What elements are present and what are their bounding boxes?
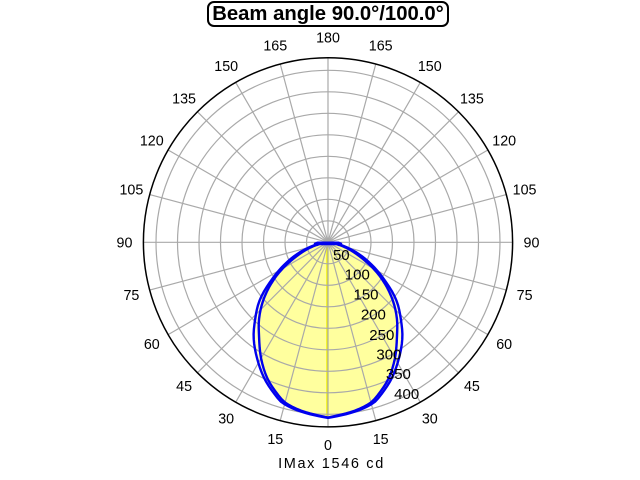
svg-text:50: 50 [333,247,350,264]
svg-text:400: 400 [394,386,419,403]
svg-text:0: 0 [324,438,332,454]
svg-text:105: 105 [119,183,143,199]
svg-text:150: 150 [214,59,238,75]
svg-text:105: 105 [513,183,537,199]
svg-text:100: 100 [345,267,370,284]
svg-text:120: 120 [140,134,164,150]
svg-text:135: 135 [460,91,484,107]
svg-text:300: 300 [376,347,401,364]
svg-text:75: 75 [517,288,533,304]
svg-text:30: 30 [422,412,438,428]
svg-text:150: 150 [418,59,442,75]
svg-text:75: 75 [123,288,139,304]
svg-text:15: 15 [373,432,389,448]
svg-text:60: 60 [496,337,512,353]
svg-text:90: 90 [524,235,540,251]
svg-text:15: 15 [267,432,283,448]
svg-text:165: 165 [369,39,393,55]
svg-text:180: 180 [316,30,340,46]
svg-text:45: 45 [176,379,192,395]
svg-text:250: 250 [369,327,394,344]
svg-text:45: 45 [464,379,480,395]
svg-text:135: 135 [172,91,196,107]
svg-text:200: 200 [361,307,386,324]
svg-text:150: 150 [353,286,378,303]
svg-text:30: 30 [218,412,234,428]
svg-text:120: 120 [492,134,516,150]
svg-text:350: 350 [386,366,411,383]
svg-text:60: 60 [144,337,160,353]
svg-text:90: 90 [117,235,133,251]
svg-text:165: 165 [263,39,287,55]
